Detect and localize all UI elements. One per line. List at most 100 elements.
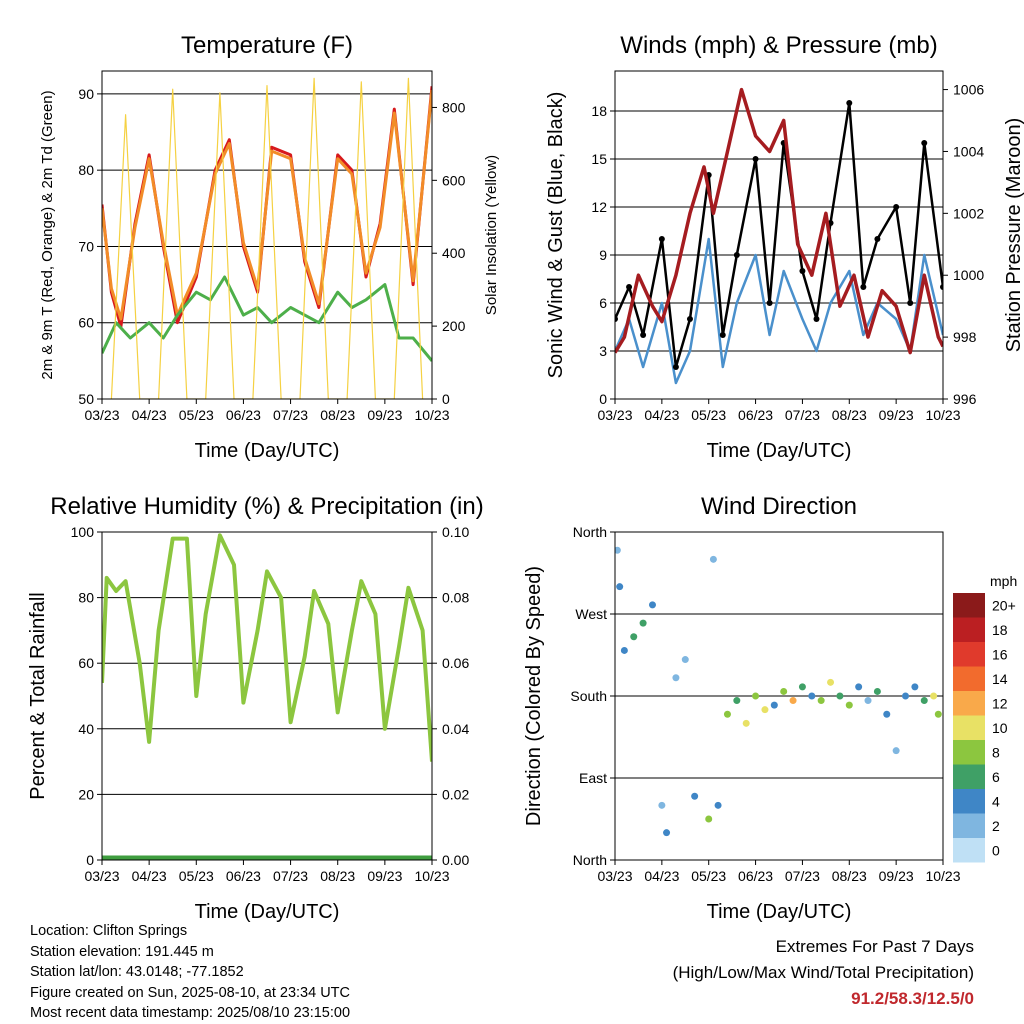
plot-frame — [101, 531, 433, 861]
x-tick-label: 06/23 — [226, 407, 261, 423]
colorbar-swatch — [953, 593, 985, 618]
direction-point — [883, 710, 891, 718]
series-line-relative-humidity — [102, 533, 432, 762]
direction-point — [836, 692, 844, 700]
y-tick-label: North — [573, 524, 607, 540]
y2-tick-label: 998 — [953, 329, 977, 345]
gust-point — [672, 364, 679, 370]
colorbar-label: 12 — [992, 695, 1008, 711]
colorbar-label: 2 — [992, 818, 1000, 834]
series-line-station-pressure — [615, 87, 943, 355]
x-tick-label: 04/23 — [644, 407, 679, 423]
gust-point — [860, 284, 867, 290]
series-line-9m-t — [102, 89, 432, 321]
colorbar-label: 10 — [992, 720, 1008, 736]
y-tick-label: 60 — [78, 315, 94, 331]
y-tick-label: 100 — [71, 524, 95, 540]
gust-point — [846, 100, 853, 106]
direction-point — [615, 546, 621, 554]
chart-panel-2: Winds (mph) & Pressure (mb) 0 3 6 9 12 15 18 996… — [545, 32, 1024, 462]
x-tick-label: 08/23 — [320, 407, 355, 423]
direction-point — [616, 583, 624, 591]
colorbar-swatch — [953, 691, 985, 716]
x-axis-label: Time (Day/UTC) — [707, 440, 852, 462]
x-tick-label: 07/23 — [785, 868, 820, 884]
y-tick-label: 18 — [591, 103, 607, 119]
x-tick-label: 10/23 — [925, 868, 960, 884]
direction-point — [817, 697, 825, 705]
y-tick-label: West — [575, 606, 607, 622]
y2-tick-label: 800 — [442, 99, 466, 115]
x-tick-label: 07/23 — [785, 407, 820, 423]
direction-point — [845, 701, 853, 709]
x-tick-label: 03/23 — [597, 407, 632, 423]
colorbar-label: 6 — [992, 769, 1000, 785]
y2-tick-label: 0 — [442, 391, 450, 407]
direction-point — [742, 719, 750, 727]
station-elevation: Station elevation: 191.445 m — [30, 943, 214, 960]
colorbar-label: 4 — [992, 793, 1000, 809]
direction-point — [855, 683, 863, 691]
gust-point — [658, 236, 665, 242]
y2-tick-label: 1000 — [953, 267, 984, 283]
y2-tick-label: 200 — [442, 318, 466, 334]
direction-point — [691, 792, 699, 800]
direction-point — [902, 692, 910, 700]
colorbar-swatch — [953, 666, 985, 691]
gust-point — [686, 316, 693, 322]
direction-point — [873, 687, 881, 695]
direction-point — [723, 710, 731, 718]
recent-timestamp: Most recent data timestamp: 2025/08/10 2… — [30, 1005, 351, 1021]
gust-point — [626, 284, 633, 290]
x-axis-label: Time (Day/UTC) — [195, 440, 340, 462]
colorbar-swatch — [953, 813, 985, 838]
x-axis-label: Time (Day/UTC) — [195, 901, 340, 923]
x-tick-label: 08/23 — [832, 868, 867, 884]
direction-point — [681, 656, 689, 664]
x-tick-label: 10/23 — [414, 868, 449, 884]
gust-point — [615, 316, 618, 322]
y2-tick-label: 1002 — [953, 205, 984, 221]
direction-point — [658, 801, 666, 809]
plot-area — [615, 546, 942, 837]
direction-point — [864, 697, 872, 705]
colorbar-swatch — [953, 838, 985, 863]
x-tick-label: 09/23 — [879, 868, 914, 884]
x-tick-label: 08/23 — [832, 407, 867, 423]
x-tick-label: 09/23 — [367, 868, 402, 884]
series-line-solar-insolation — [110, 77, 424, 399]
x-axis-label: Time (Day/UTC) — [707, 901, 852, 923]
x-tick-label: 05/23 — [179, 407, 214, 423]
y-tick-label: 40 — [78, 721, 94, 737]
direction-point — [620, 646, 628, 654]
y-tick-label: 0 — [599, 391, 607, 407]
y-tick-label: 3 — [599, 343, 607, 359]
series-line-2m-td — [102, 275, 432, 362]
colorbar-swatch — [953, 715, 985, 740]
x-tick-label: 05/23 — [691, 407, 726, 423]
direction-point — [733, 697, 741, 705]
direction-point — [672, 674, 680, 682]
direction-point — [780, 687, 788, 695]
y2-tick-label: 1006 — [953, 82, 984, 98]
direction-point — [648, 601, 656, 609]
colorbar-swatch — [953, 740, 985, 765]
chart-title: Wind Direction — [701, 493, 857, 520]
y-tick-label: 80 — [78, 590, 94, 606]
chart-panel-4: Wind DirectionNorthEastSouthWestNorth03/… — [523, 493, 1017, 923]
y-tick-label: 60 — [78, 655, 94, 671]
colorbar-title: mph — [990, 573, 1017, 589]
extremes-values: 91.2/58.3/12.5/0 — [851, 989, 974, 1008]
y2-tick-label: 1004 — [953, 143, 984, 159]
y-axis-label: Sonic Wind & Gust (Blue, Black) — [545, 92, 567, 379]
y-tick-label: 20 — [78, 786, 94, 802]
direction-point — [770, 701, 778, 709]
y-tick-label: South — [570, 688, 607, 704]
direction-point — [827, 678, 835, 686]
y-axis-label: 2m & 9m T (Red, Orange) & 2m Td (Green) — [39, 90, 56, 379]
gust-point — [940, 284, 943, 290]
series-line-gust — [615, 101, 943, 369]
plot-frame — [614, 531, 944, 861]
y-tick-label: East — [579, 770, 607, 786]
